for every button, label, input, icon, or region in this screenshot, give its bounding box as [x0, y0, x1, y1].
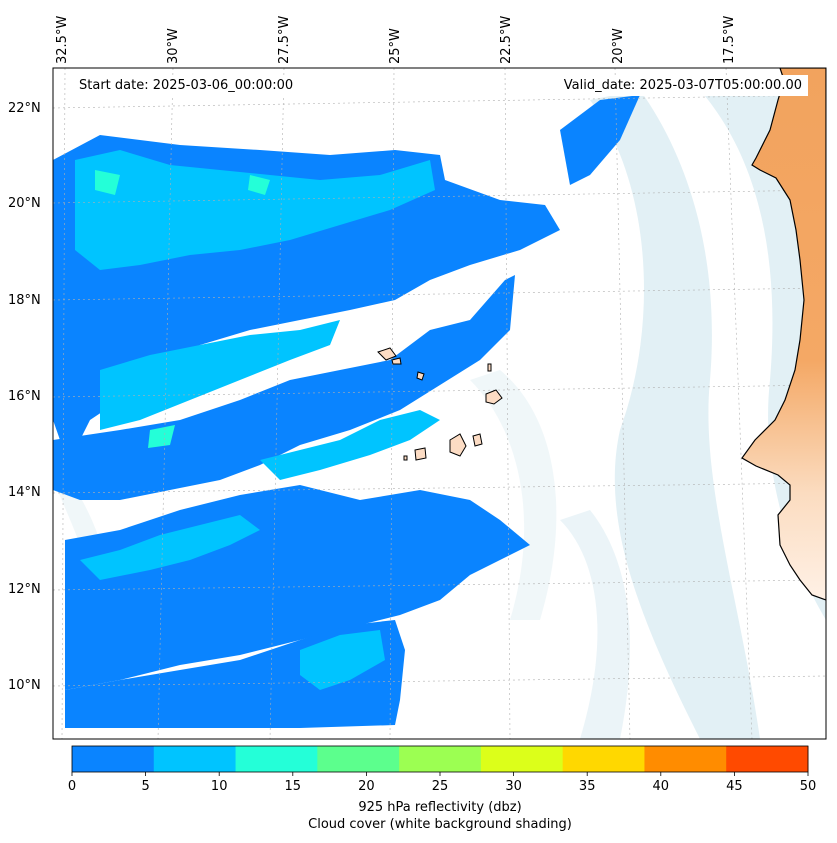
colorbar-tick-label: 30: [505, 779, 522, 794]
colorbar-swatch: [726, 746, 809, 772]
colorbar-swatch: [153, 746, 237, 772]
colorbar-tick-label: 35: [579, 779, 596, 794]
lat-label-10n: 10°N: [8, 678, 41, 693]
lat-label-20n: 20°N: [8, 196, 41, 211]
lat-label-12n: 12°N: [8, 582, 41, 597]
colorbar-ticks: 0 5 10 15 20 25 30 35 40 45 50: [68, 772, 816, 794]
africa-landmass: [741, 68, 826, 601]
colorbar-swatch: [317, 746, 400, 772]
colorbar-swatches: [72, 746, 809, 772]
colorbar-swatch: [72, 746, 155, 772]
map-plot: 32.5°W 30°W 27.5°W 25°W 22.5°W 20°W 17.5…: [8, 16, 827, 740]
colorbar-tick-label: 45: [726, 779, 743, 794]
colorbar-swatch: [235, 746, 318, 772]
colorbar-label-cloud-cover: Cloud cover (white background shading): [308, 817, 572, 832]
lon-label-22-5w: 22.5°W: [499, 16, 514, 64]
colorbar: 0 5 10 15 20 25 30 35 40 45 50: [68, 745, 816, 794]
colorbar-tick-label: 0: [68, 779, 76, 794]
colorbar-tick-label: 10: [211, 779, 228, 794]
colorbar-tick-label: 50: [800, 779, 817, 794]
colorbar-tick-label: 25: [432, 779, 449, 794]
lat-label-18n: 18°N: [8, 293, 41, 308]
colorbar-tick-label: 20: [358, 779, 375, 794]
latitude-labels: 22°N 20°N 18°N 16°N 14°N 12°N 10°N: [8, 101, 41, 693]
cape-verde-islands: [377, 347, 503, 461]
valid-date-label: Valid_date: 2025-03-07T05:00:00.00: [557, 75, 808, 96]
colorbar-swatch: [399, 746, 482, 772]
map-frame: [52, 67, 827, 740]
lat-label-16n: 16°N: [8, 389, 41, 404]
lon-label-20w: 20°W: [611, 28, 626, 64]
longitude-labels: 32.5°W 30°W 27.5°W 25°W 22.5°W 20°W 17.5…: [55, 16, 737, 64]
lon-label-30w: 30°W: [166, 28, 181, 64]
lat-label-22n: 22°N: [8, 101, 41, 116]
lat-label-14n: 14°N: [8, 485, 41, 500]
colorbar-tick-label: 15: [285, 779, 302, 794]
colorbar-swatch: [644, 746, 727, 772]
lon-label-32-5w: 32.5°W: [55, 16, 70, 64]
colorbar-tick-label: 40: [653, 779, 670, 794]
lon-label-25w: 25°W: [388, 28, 403, 64]
colorbar-tick-label: 5: [141, 779, 149, 794]
start-date-label: Start date: 2025-03-06_00:00:00: [73, 75, 300, 96]
colorbar-swatch: [480, 746, 564, 772]
graticule: [53, 68, 826, 739]
lon-label-27-5w: 27.5°W: [277, 16, 292, 64]
reflectivity-field: [53, 95, 640, 728]
colorbar-label-reflectivity: 925 hPa reflectivity (dbz): [358, 800, 522, 815]
lon-label-17-5w: 17.5°W: [722, 16, 737, 64]
colorbar-swatch: [562, 746, 645, 772]
